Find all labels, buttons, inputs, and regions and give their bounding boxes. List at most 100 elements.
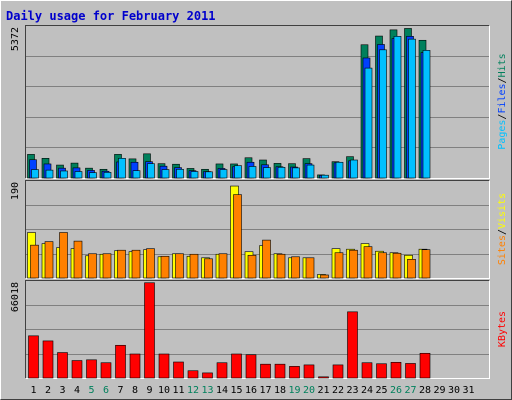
- pages-bar: [60, 170, 68, 179]
- x-tick-label: 15: [230, 385, 242, 396]
- kbytes-bar: [86, 359, 97, 379]
- sites-bar: [88, 253, 97, 279]
- x-tick-label: 22: [332, 385, 344, 396]
- x-tick-label: 30: [448, 385, 460, 396]
- kbytes-bar: [57, 352, 68, 379]
- x-tick-label: 12: [187, 385, 199, 396]
- pages-bar: [393, 36, 402, 179]
- kbytes-bar: [361, 362, 373, 379]
- x-tick-label: 31: [462, 385, 474, 396]
- sites-bar: [421, 249, 431, 279]
- legend-separator: /: [497, 114, 508, 120]
- legend-separator: /: [497, 77, 508, 83]
- sites-bar: [320, 274, 329, 279]
- sites-panel-border-light: [25, 180, 490, 279]
- pages-bar: [306, 164, 315, 179]
- pages-bar: [161, 169, 170, 179]
- pages-bar: [132, 170, 141, 179]
- sites-bar: [305, 257, 315, 279]
- pages-bar: [89, 172, 97, 179]
- kbytes-bar: [419, 352, 431, 379]
- pages-bar: [45, 169, 54, 179]
- sites-bar: [30, 244, 39, 279]
- legend-kbytes: KBytes: [497, 311, 508, 347]
- kbytes-bar: [173, 361, 184, 379]
- kbytes-bar: [405, 363, 416, 379]
- sites-bar: [247, 254, 257, 279]
- pages-bar: [422, 50, 431, 179]
- kbytes-bar: [42, 340, 54, 379]
- kbytes-bar: [289, 366, 300, 379]
- sites-bar: [146, 248, 155, 279]
- x-tick-label: 17: [259, 385, 271, 396]
- kbytes-bar: [100, 362, 112, 379]
- pages-bar: [31, 169, 39, 179]
- pages-bar: [118, 158, 126, 179]
- sites-ymax-label: 190: [10, 182, 21, 200]
- pages-bar: [205, 171, 213, 179]
- legend-sites: Sites: [497, 235, 508, 265]
- sites-bar: [233, 194, 242, 279]
- x-tick-label: 14: [216, 385, 228, 396]
- sites-bar: [378, 252, 387, 279]
- kbytes-bar: [318, 376, 329, 379]
- x-tick-label: 26: [390, 385, 402, 396]
- legend-visits: Visits: [497, 193, 508, 229]
- kbytes-bar: [303, 364, 315, 379]
- x-tick-label: 4: [74, 385, 80, 396]
- x-tick-label: 21: [317, 385, 329, 396]
- x-tick-label: 11: [172, 385, 184, 396]
- pages-bar: [379, 49, 387, 179]
- x-tick-label: 8: [132, 385, 138, 396]
- sites-bar: [407, 259, 416, 279]
- kbytes-legend: KBytes: [497, 311, 508, 347]
- kbytes-bar: [129, 353, 141, 379]
- x-tick-label: 25: [375, 385, 387, 396]
- hits-panel-border-dark: [25, 25, 490, 179]
- x-tick-label: 28: [419, 385, 431, 396]
- sites-bar: [59, 232, 68, 279]
- chart-title: Daily usage for February 2011: [6, 9, 216, 23]
- pages-bar: [176, 168, 184, 179]
- x-tick-label: 18: [274, 385, 286, 396]
- pages-bar: [335, 161, 344, 179]
- pages-bar: [321, 174, 329, 179]
- kbytes-bar: [28, 335, 39, 379]
- hits-legend: Pages/Files/Hits: [497, 53, 508, 149]
- kbytes-ymax-label: 66018: [10, 282, 21, 312]
- sites-bar: [334, 252, 344, 279]
- pages-bar: [364, 67, 373, 179]
- kbytes-bar: [332, 364, 344, 379]
- pages-bar: [219, 169, 228, 179]
- sites-bar: [204, 258, 213, 279]
- sites-bar: [349, 249, 358, 279]
- pages-bar: [292, 167, 300, 179]
- x-tick-label: 27: [404, 385, 416, 396]
- pages-bar: [103, 172, 112, 179]
- legend-pages: Pages: [497, 120, 508, 150]
- legend-separator: /: [497, 229, 508, 235]
- x-tick-label: 16: [245, 385, 257, 396]
- pages-bar: [408, 38, 416, 179]
- hits-panel-border-light: [25, 25, 490, 179]
- sites-bar: [44, 241, 54, 279]
- pages-bar: [263, 167, 271, 179]
- x-tick-label: 20: [303, 385, 315, 396]
- kbytes-bar: [274, 363, 286, 379]
- sites-legend: Sites/Visits: [497, 193, 508, 265]
- x-tick-label: 19: [288, 385, 300, 396]
- sites-panel-border-dark: [25, 180, 490, 279]
- sites-bar: [291, 256, 300, 279]
- kbytes-bar: [390, 361, 402, 379]
- sites-bar: [117, 249, 126, 279]
- kbytes-bar: [260, 363, 271, 379]
- sites-bar: [218, 253, 228, 279]
- kbytes-panel-border-dark: [25, 280, 490, 379]
- x-tick-label: 7: [117, 385, 123, 396]
- sites-bar: [363, 246, 373, 279]
- legend-hits: Hits: [497, 53, 508, 77]
- kbytes-panel-border-light: [25, 280, 490, 379]
- kbytes-bar: [376, 363, 387, 379]
- x-tick-label: 29: [433, 385, 445, 396]
